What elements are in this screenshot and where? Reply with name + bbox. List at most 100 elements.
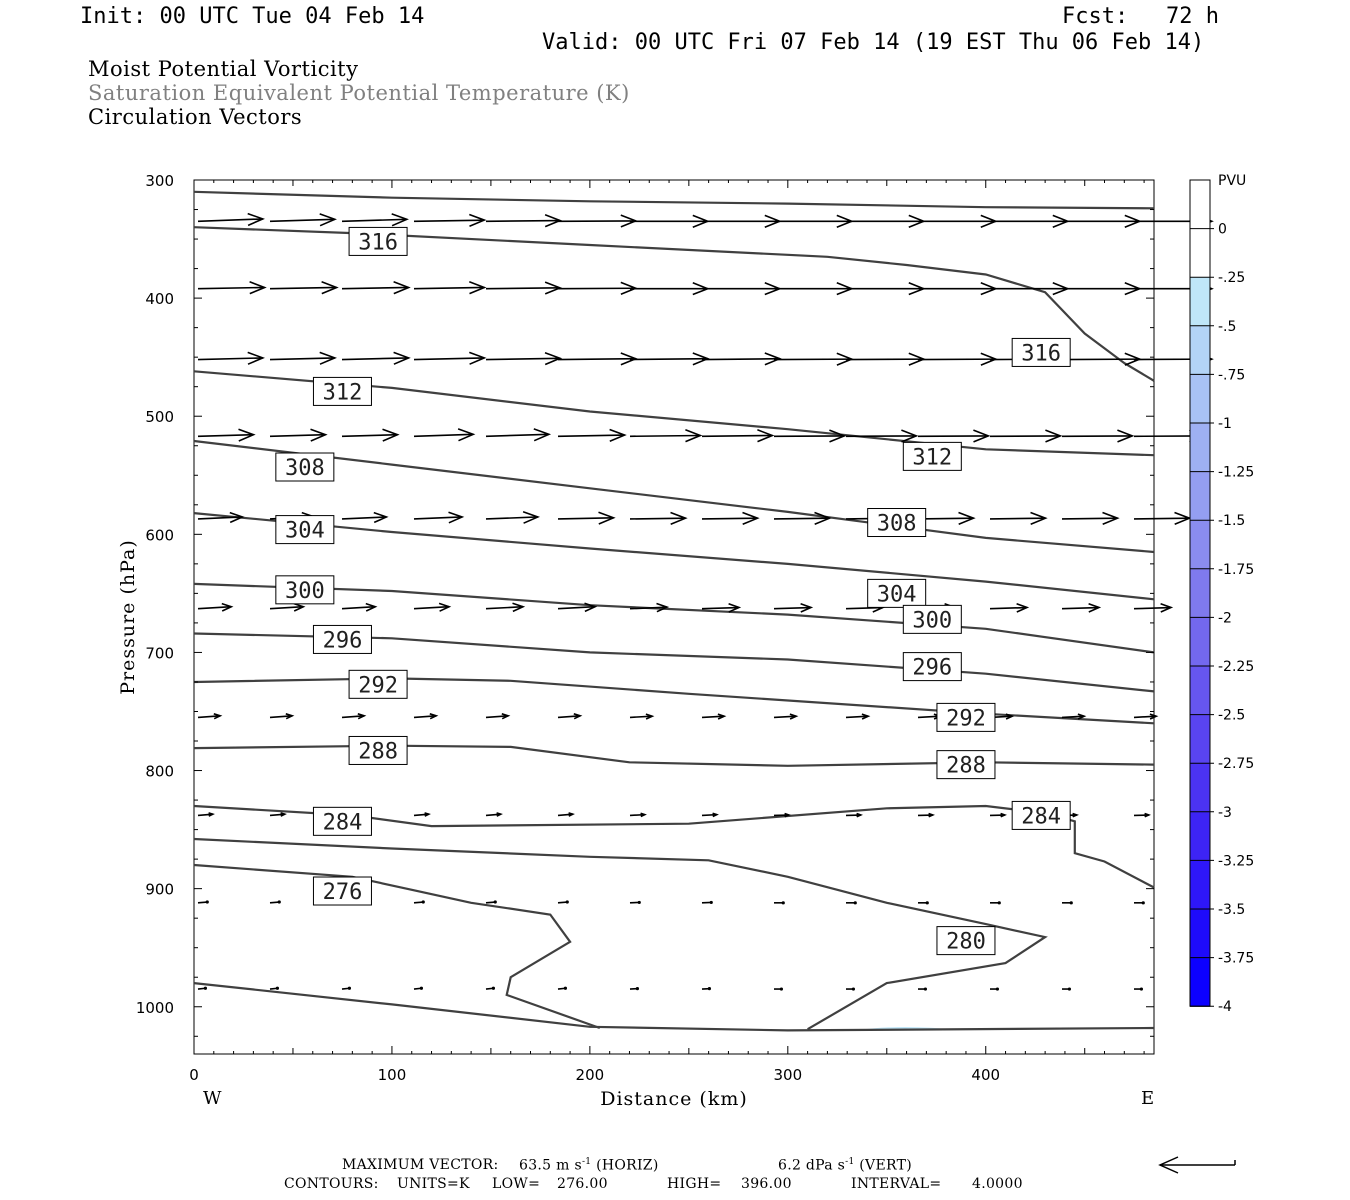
vector-head [522,511,540,524]
vector-head [208,812,215,817]
contour-line-surface-12 [193,982,1155,1032]
contour-label-box [348,226,408,256]
vector-head [609,428,627,443]
circulation-vector [269,714,293,719]
circulation-vector [701,517,758,520]
colorbar-label: -3 [1218,805,1232,821]
vector-head [656,602,670,613]
circulation-vector [341,286,409,290]
contour-label-box [348,735,408,765]
vector-head [544,214,563,228]
circulation-vector [1133,715,1157,719]
contour-label: 304 [285,519,325,544]
vector-head [670,511,688,526]
colorbar-label: -1.25 [1218,465,1254,481]
vector-head [712,812,719,818]
vector-head [784,812,791,818]
field-title-vectors: Circulation Vectors [88,105,303,129]
contour-label-box [312,376,372,406]
contour-label-box [936,750,996,780]
vector-head [781,901,785,905]
contour-label: 308 [285,456,325,481]
vector-head [247,351,265,365]
vector-head [997,901,1001,905]
contour-line-304-4 [193,512,1155,601]
circulation-vector [485,433,549,438]
vector-head [501,713,511,720]
circulation-vector [413,714,437,719]
circulation-vector [629,715,653,719]
circulation-vector [557,434,625,438]
circulation-vector [269,433,326,438]
colorbar-swatch [1190,957,1210,1007]
y-tick-label: 600 [145,526,174,544]
vector-head [469,213,487,228]
circulation-vector [341,357,409,361]
vector-head [277,900,281,904]
circulation-vector [1061,606,1100,610]
vector-head [1005,713,1015,720]
circulation-vector [1061,715,1085,719]
contour-label-box [312,624,372,654]
circulation-vector [413,286,485,290]
colorbar-swatch [1190,520,1210,570]
contour-line-300-5 [193,582,1155,654]
colorbar-label: -2.75 [1218,756,1254,772]
y-tick-label: 300 [145,172,174,190]
vector-head [1067,987,1071,991]
max-vector-vert: 6.2 dPa s-1 (VERT) [778,1157,912,1174]
circulation-vector [197,286,265,290]
vector-head [709,900,713,905]
vector-head [1030,511,1048,526]
contour-label: 296 [912,656,952,681]
contour-label-box [312,876,372,906]
circulation-vector [485,287,561,290]
circulation-vector [557,357,636,361]
contour-label: 300 [912,608,952,633]
vector-head [1069,901,1073,905]
circulation-vector [197,433,254,438]
contour-label-box [1011,337,1071,367]
colorbar-swatch [1190,617,1210,667]
vector-head [491,986,495,990]
circulation-vector [197,813,213,817]
colorbar: 0 -.25 -.5 -.75 -1 -1.25 -1.5 -1.75 -2 -2.25 -2.5 -… [1189,179,1254,1015]
circulation-vector [413,813,429,817]
contours-interval: 4.0000 [972,1176,1023,1192]
vector-head [347,986,351,990]
circulation-vector [485,357,561,361]
circulation-vector [413,219,485,223]
circulation-vector [701,357,780,361]
colorbar-swatch [1190,277,1210,327]
x-tick-label: 0 [189,1066,199,1084]
contour-label: 292 [358,673,398,698]
vector-head [1088,603,1102,613]
vector-head [573,713,583,720]
contour-label: 284 [1021,804,1061,829]
y-tick-label: 800 [145,763,174,781]
circulation-vector [269,605,304,610]
circulation-vector [485,813,501,817]
vector-head [851,987,856,991]
vector-head [635,987,640,991]
circulation-vector [557,516,614,520]
colorbar-label: -2.5 [1218,708,1245,724]
vector-head [856,812,863,818]
contour-line-284-9 [193,804,1155,889]
vector-head [1016,603,1030,613]
vector-head [568,812,575,817]
vector-head [285,713,295,720]
contour-label-box [902,441,962,471]
circulation-vector [197,357,263,361]
contours-interval-label: INTERVAL= [851,1176,942,1192]
vector-head [544,351,563,366]
vector-head [637,900,641,905]
vector-head [779,987,784,991]
y-tick-label: 700 [145,644,174,662]
y-tick-label: 900 [145,881,174,899]
circulation-vector [1061,517,1118,520]
vector-head [533,428,552,442]
colorbar-swatch [1190,860,1210,910]
contours-high: 396.00 [741,1176,792,1192]
vector-head [391,213,409,227]
